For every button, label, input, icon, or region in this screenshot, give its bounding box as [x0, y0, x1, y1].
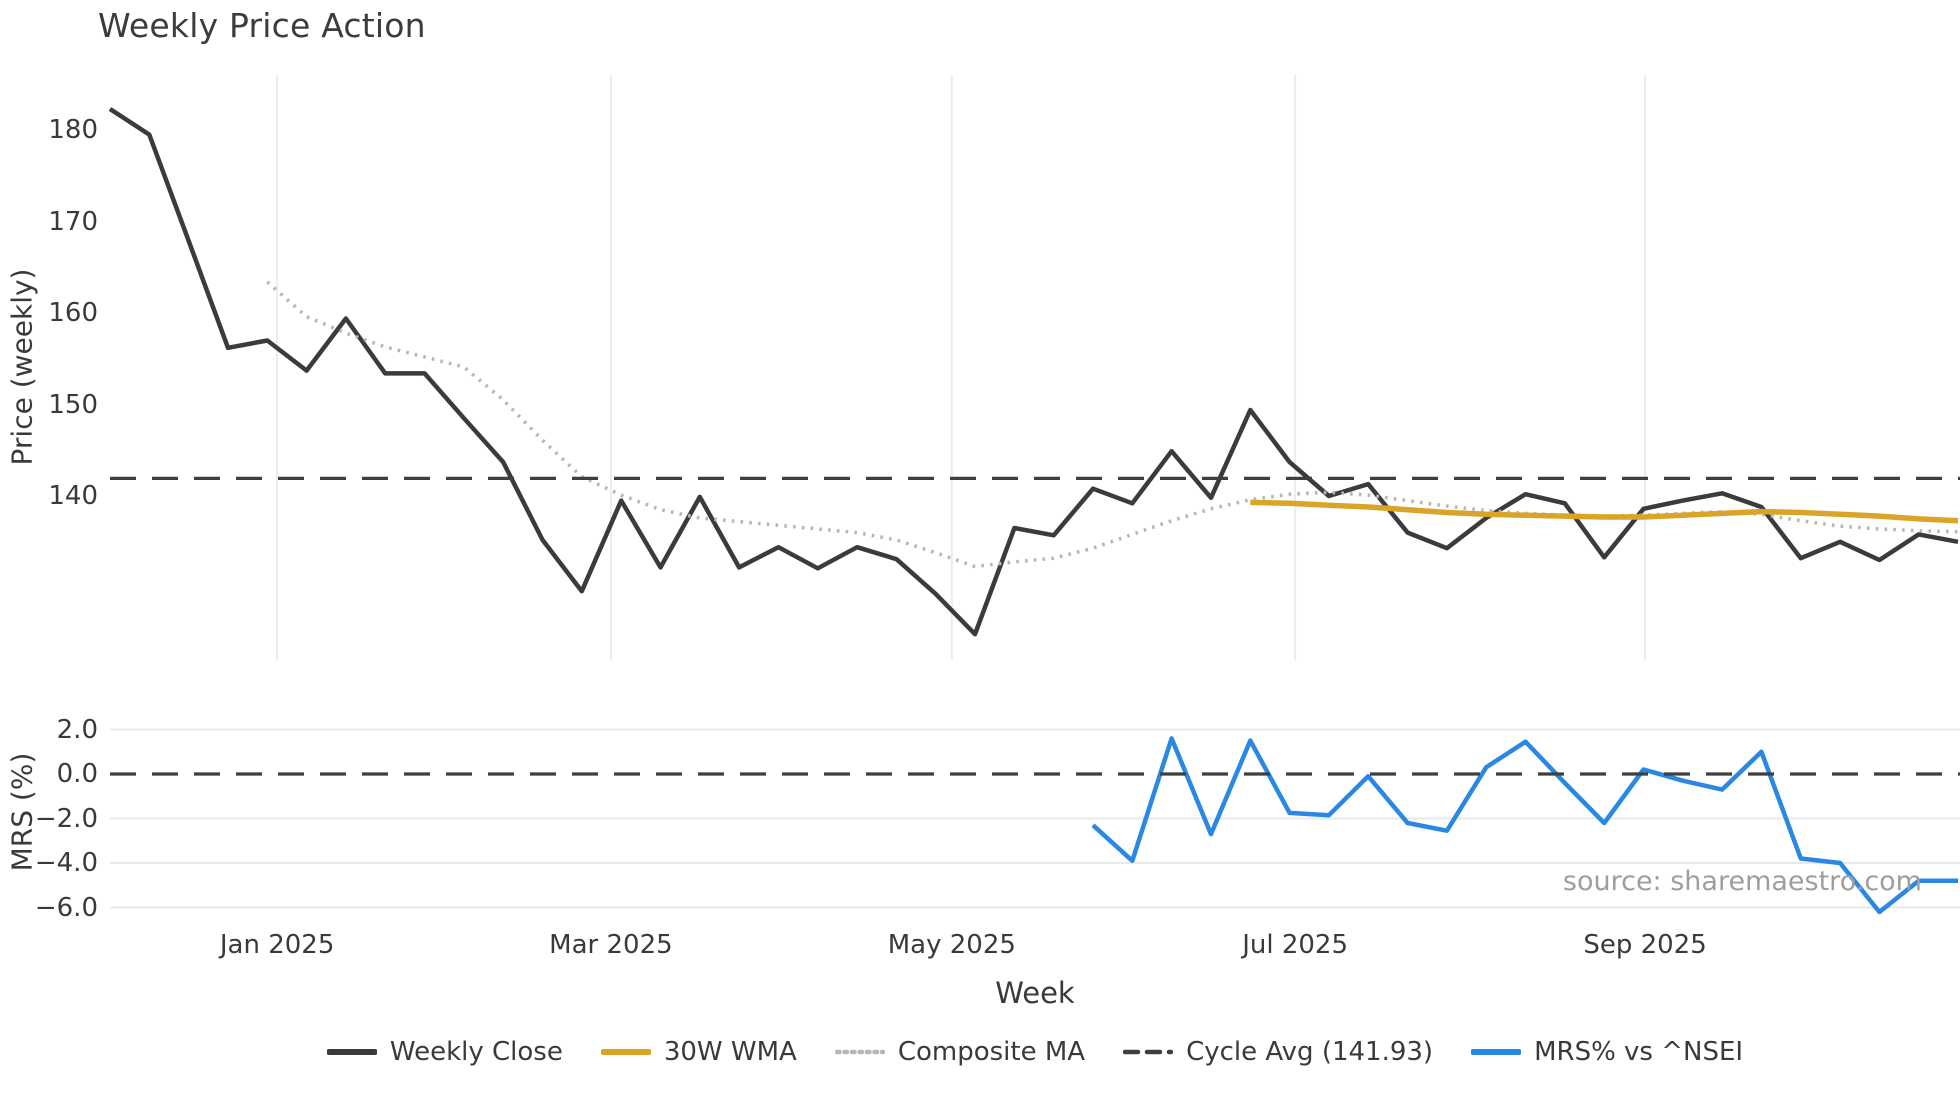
legend-label: Weekly Close — [389, 1037, 563, 1067]
series-composite-ma-line — [266, 280, 1959, 569]
month-tick-label: May 2025 — [887, 930, 1016, 960]
legend-swatch-composite-ma-icon — [834, 1049, 885, 1055]
series-weekly-close-line — [108, 107, 1959, 637]
legend-swatch-cycle-avg-141-93-icon — [1123, 1049, 1174, 1055]
price-tick-label: 180 — [48, 115, 98, 145]
legend-item-mrs-vs-nsei: MRS% vs ^NSEI — [1471, 1037, 1743, 1067]
legend-label: Cycle Avg (141.93) — [1186, 1037, 1434, 1067]
month-tick-label: Jul 2025 — [1242, 930, 1348, 960]
legend-swatch-mrs-vs-nsei-icon — [1471, 1049, 1522, 1055]
mrs-tick-label: −2.0 — [34, 803, 98, 834]
legend-item-cycle-avg-141-93: Cycle Avg (141.93) — [1123, 1037, 1433, 1067]
legend-item-30w-wma: 30W WMA — [600, 1037, 797, 1067]
legend-swatch-30w-wma-icon — [600, 1049, 651, 1055]
series-30w-wma-line — [1250, 499, 1959, 524]
price-tick-label: 140 — [48, 481, 98, 511]
mrs-tick-label: −6.0 — [34, 892, 98, 923]
x-axis-title: Week — [995, 976, 1075, 1010]
month-tick-label: Mar 2025 — [549, 930, 673, 960]
price-tick-label: 160 — [48, 298, 98, 328]
legend-swatch-weekly-close-icon — [326, 1049, 377, 1055]
legend-item-composite-ma: Composite MA — [834, 1037, 1086, 1067]
source-watermark: source: sharemaestro.com — [1562, 866, 1922, 897]
price-tick-label: 170 — [48, 206, 98, 237]
legend-label: 30W WMA — [663, 1037, 797, 1067]
month-tick-label: Jan 2025 — [219, 930, 335, 960]
price-tick-label: 150 — [48, 389, 98, 420]
legend: Weekly Close 30W WMA Composite MA Cycle Avg… — [110, 1030, 1960, 1074]
legend-item-weekly-close: Weekly Close — [326, 1037, 563, 1067]
chart-title: Weekly Price Action — [98, 6, 426, 45]
legend-label: Composite MA — [897, 1037, 1086, 1067]
mrs-tick-label: −4.0 — [34, 848, 98, 878]
month-tick-label: Sep 2025 — [1583, 930, 1707, 960]
legend-label: MRS% vs ^NSEI — [1534, 1037, 1744, 1067]
mrs-tick-label: 0.0 — [56, 759, 98, 789]
series-mrs-vs-nsei-line — [1091, 736, 1958, 915]
mrs-tick-label: 2.0 — [56, 714, 98, 745]
